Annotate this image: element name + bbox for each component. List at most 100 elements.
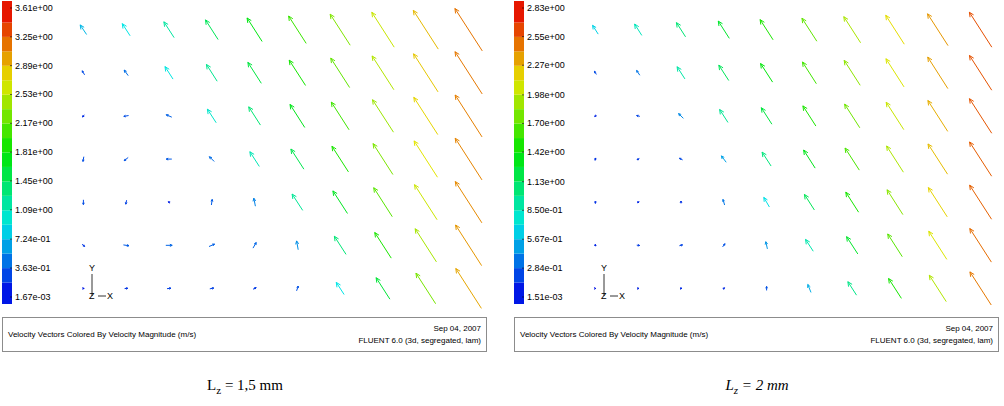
colorbar-label: 2.89e+00 xyxy=(15,61,53,71)
velocity-vector xyxy=(970,272,991,305)
velocity-vector xyxy=(803,106,816,126)
velocity-vector xyxy=(848,282,857,295)
velocity-vector xyxy=(928,57,948,89)
velocity-vector xyxy=(762,152,771,166)
colorbar-tick xyxy=(10,180,12,181)
velocity-vector xyxy=(253,243,256,249)
velocity-vector xyxy=(969,55,991,90)
velocity-vector xyxy=(455,138,482,180)
caption: Lz = 1,5 mm xyxy=(207,377,283,396)
colorbar-band xyxy=(514,22,524,36)
velocity-vector xyxy=(680,288,682,290)
velocity-vector xyxy=(82,288,84,290)
velocity-vector xyxy=(719,65,729,80)
velocity-vector xyxy=(125,288,128,290)
velocity-vector xyxy=(970,142,992,176)
colorbar-tick xyxy=(522,181,524,182)
velocity-vector xyxy=(373,100,394,132)
title: Velocity Vectors Colored By Velocity Mag… xyxy=(8,330,196,339)
colorbar-label: 2.83e+00 xyxy=(527,3,565,13)
velocity-vector xyxy=(637,115,640,117)
velocity-vector xyxy=(887,190,903,215)
velocity-vector xyxy=(764,197,770,207)
velocity-vector xyxy=(970,185,992,219)
triad-label: X xyxy=(619,291,625,301)
panel: 2.83e+002.55e+002.27e+001.98e+001.70e+00… xyxy=(514,1,999,396)
velocity-vector xyxy=(886,59,904,87)
velocity-vector xyxy=(888,234,903,257)
velocity-vector xyxy=(928,144,948,174)
velocity-vector xyxy=(593,25,599,34)
colorbar-tick xyxy=(10,36,12,37)
velocity-vector xyxy=(677,67,685,79)
velocity-vector xyxy=(209,244,215,246)
velocity-vector xyxy=(723,288,725,290)
velocity-vector xyxy=(164,22,174,38)
triad-axis xyxy=(610,296,618,297)
triad-label: Y xyxy=(601,263,607,273)
velocity-vector xyxy=(414,97,438,134)
colorbar-band xyxy=(2,37,12,51)
colorbar-tick xyxy=(10,239,12,240)
colorbar-band xyxy=(2,196,12,210)
velocity-vector xyxy=(289,60,305,85)
velocity-vector xyxy=(331,102,349,130)
colorbar-tick xyxy=(10,8,12,9)
colorbar-tick xyxy=(522,123,524,124)
velocity-vector xyxy=(802,62,816,84)
colorbar-band xyxy=(2,283,12,304)
colorbar-label: 1.13e+00 xyxy=(527,177,565,187)
colorbar-band xyxy=(514,225,524,239)
colorbar-band xyxy=(2,181,12,195)
colorbar-label: 1.70e+00 xyxy=(527,118,565,128)
velocity-vector xyxy=(168,202,170,204)
velocity-vector xyxy=(416,273,436,304)
colorbar-band xyxy=(2,239,12,253)
velocity-vector xyxy=(289,16,307,43)
colorbar-label: 1.42e+00 xyxy=(527,147,565,157)
colorbar-tick xyxy=(10,65,12,66)
panel: 3.61e+003.25e+002.89e+002.53e+002.17e+00… xyxy=(2,1,487,396)
colorbar-band xyxy=(2,95,12,109)
colorbar-band xyxy=(514,95,524,109)
velocity-vector xyxy=(82,157,84,162)
velocity-vector xyxy=(846,192,859,212)
velocity-vector xyxy=(595,115,597,117)
velocity-vector xyxy=(331,58,350,87)
caption: Lz = 2 mm xyxy=(724,377,788,396)
colorbar-band xyxy=(2,1,12,22)
colorbar-tick xyxy=(522,65,524,66)
velocity-vector xyxy=(247,18,262,42)
colorbar-band xyxy=(2,109,12,123)
colorbar-label: 8.50e-01 xyxy=(527,205,563,215)
velocity-vector xyxy=(594,288,596,290)
velocity-vector xyxy=(211,199,213,205)
velocity-vector xyxy=(414,54,438,92)
velocity-vector xyxy=(766,286,768,290)
velocity-vector xyxy=(969,12,991,47)
velocity-vector xyxy=(804,194,814,210)
velocity-vector xyxy=(334,236,346,254)
vector-field xyxy=(80,9,482,309)
velocity-vector xyxy=(765,242,767,249)
velocity-vector xyxy=(372,56,394,90)
velocity-vector xyxy=(248,62,261,83)
velocity-vector xyxy=(595,201,597,203)
colorbar-tick xyxy=(522,268,524,269)
velocity-vector xyxy=(804,150,816,168)
colorbar-band xyxy=(514,268,524,282)
velocity-vector xyxy=(808,284,811,292)
annotation: FLUENT 6.0 (3d, segregated, lam) xyxy=(358,336,481,345)
velocity-vector xyxy=(415,229,436,262)
colorbar-band xyxy=(2,254,12,268)
colorbar-band xyxy=(2,225,12,239)
colorbar-band xyxy=(514,109,524,123)
velocity-vector xyxy=(886,15,905,44)
colorbar-tick xyxy=(522,152,524,153)
colorbar-band xyxy=(514,254,524,268)
colorbar-label: 2.53e+00 xyxy=(15,89,53,99)
triad-label: Z xyxy=(601,291,607,301)
velocity-vector xyxy=(637,70,640,75)
colorbar-band xyxy=(2,80,12,94)
colorbar-label: 1.51e-03 xyxy=(527,292,563,302)
